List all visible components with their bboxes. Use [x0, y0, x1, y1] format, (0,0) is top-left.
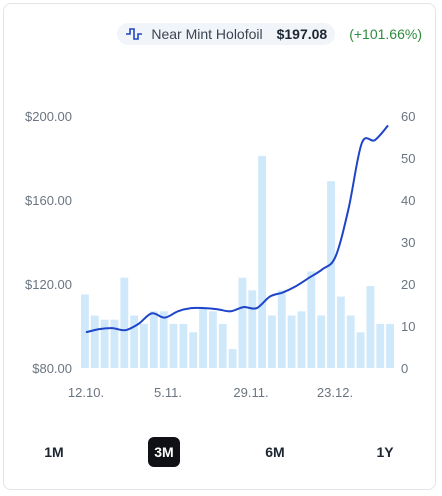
volume-bar: [218, 323, 227, 368]
volume-bar: [386, 323, 394, 368]
y-right-tick-label: 40: [401, 193, 415, 208]
tab-3m[interactable]: 3M: [148, 437, 180, 467]
volume-bar: [277, 290, 286, 368]
volume-bar: [90, 315, 99, 368]
volume-bar: [130, 315, 139, 368]
legend-price-change: (+101.66%): [349, 26, 422, 42]
tab-6m[interactable]: 6M: [265, 444, 285, 460]
y-left-tick-label: $200.00: [25, 109, 72, 124]
volume-bar: [248, 290, 257, 368]
volume-bar: [140, 323, 148, 368]
volume-bar: [199, 307, 207, 368]
time-range-tabs: 1M 3M 6M 1Y: [0, 437, 442, 469]
volume-bar: [100, 319, 109, 368]
x-tick-label: 5.11.: [154, 385, 182, 400]
volume-bar: [120, 277, 129, 368]
volume-bar: [366, 286, 375, 368]
volume-bar: [208, 311, 217, 368]
volume-bar: [149, 311, 158, 368]
y-left-tick-label: $80.00: [32, 361, 72, 376]
volume-bar: [346, 315, 355, 368]
y-right-tick-label: 0: [401, 361, 408, 376]
y-right-tick-label: 50: [401, 151, 415, 166]
tab-1y[interactable]: 1Y: [376, 444, 394, 460]
volume-bar: [287, 315, 296, 368]
volume-bar: [159, 311, 168, 368]
volume-bar: [327, 181, 335, 368]
price-line-icon: [126, 28, 143, 40]
volume-bar: [179, 323, 188, 368]
volume-bar: [169, 323, 178, 368]
volume-bar: [376, 323, 385, 368]
volume-bar: [317, 315, 326, 368]
volume-bar: [228, 349, 237, 368]
volume-bar: [297, 311, 306, 368]
volume-bar: [258, 155, 267, 368]
volume-bar: [189, 332, 198, 368]
x-tick-label: 29.11.: [233, 385, 268, 400]
y-right-tick-label: 10: [401, 319, 415, 334]
volume-bar: [81, 294, 89, 368]
volume-bar: [307, 271, 316, 368]
volume-bar: [268, 315, 276, 368]
y-left-tick-label: $120.00: [25, 277, 72, 292]
x-tick-label: 12.10.: [68, 385, 104, 400]
legend-series-name: Near Mint Holofoil: [151, 26, 263, 42]
chart-legend: Near Mint Holofoil $197.08 (+101.66%): [117, 22, 422, 46]
y-right-tick-label: 20: [401, 277, 415, 292]
volume-bar: [110, 319, 119, 368]
volume-bar: [356, 332, 365, 368]
y-left-tick-label: $160.00: [25, 193, 72, 208]
volume-bar: [238, 277, 247, 368]
y-right-tick-label: 30: [401, 235, 415, 250]
price-chart-card: [3, 3, 436, 490]
legend-series-toggle[interactable]: Near Mint Holofoil $197.08: [117, 23, 336, 45]
legend-current-price: $197.08: [276, 26, 328, 42]
volume-bar: [336, 296, 345, 368]
tab-1m[interactable]: 1M: [44, 444, 64, 460]
price-line: [85, 124, 389, 334]
x-tick-label: 23.12.: [317, 385, 353, 400]
y-right-tick-label: 60: [401, 109, 415, 124]
